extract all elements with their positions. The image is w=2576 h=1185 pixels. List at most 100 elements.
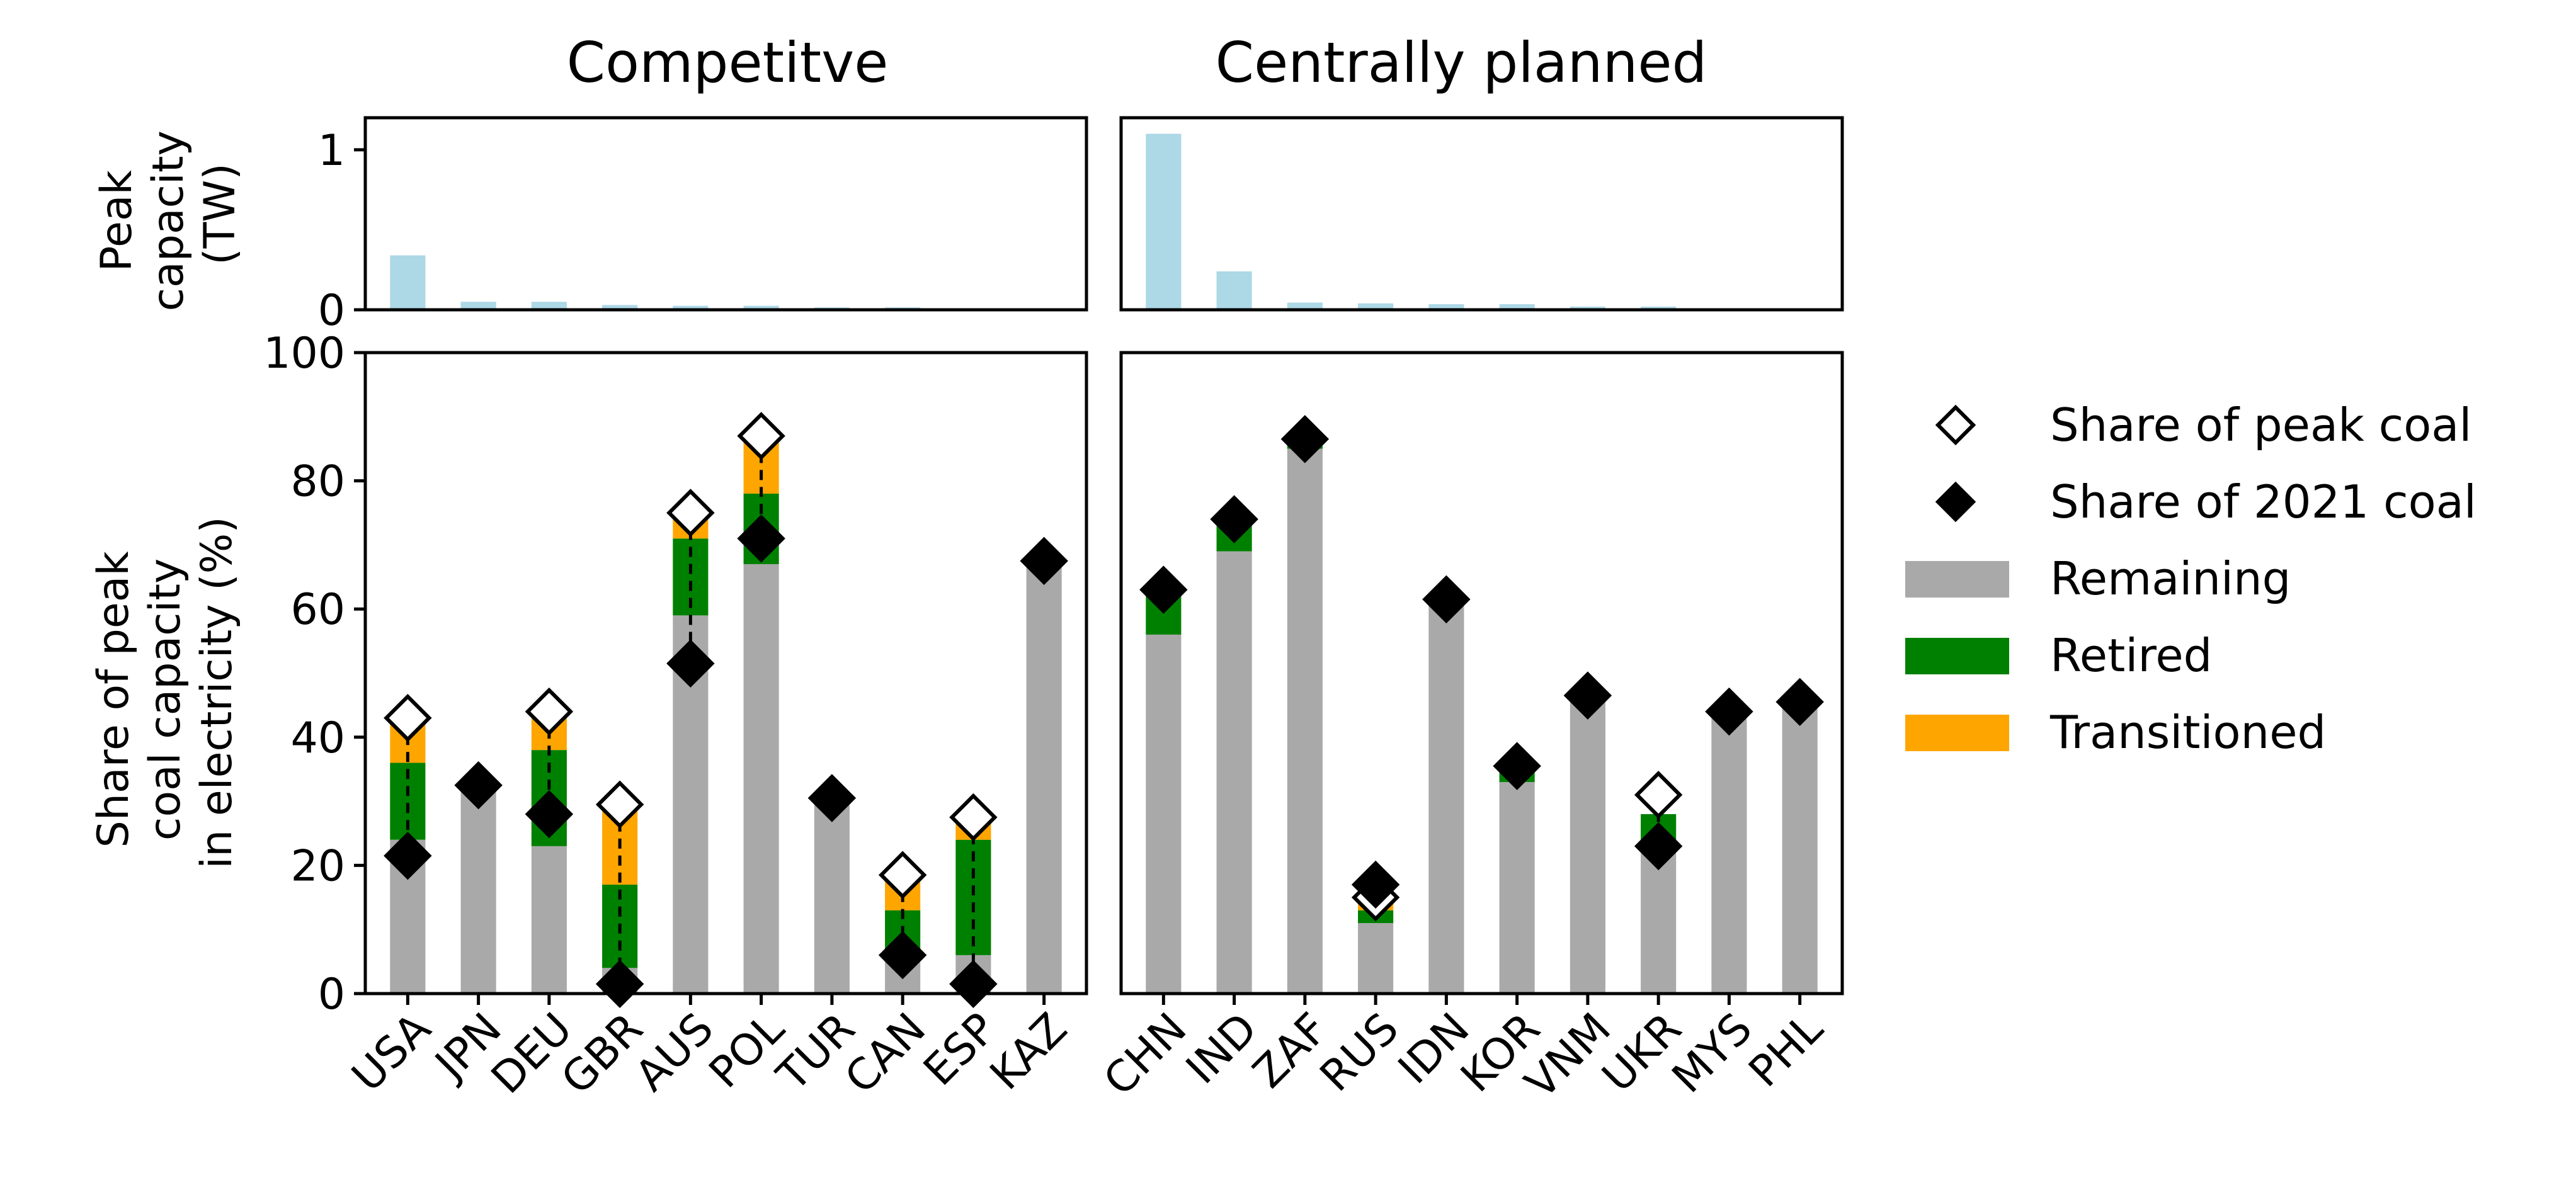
top-panel-frame-0 — [363, 116, 1088, 312]
legend-marker-share-of-peak-coal — [1935, 404, 1976, 446]
panel-title-competitive: Competitve — [567, 30, 889, 95]
bar-remaining-jpn — [460, 788, 496, 994]
bar-remaining-pol — [743, 564, 779, 994]
bar-remaining-chn — [1146, 634, 1182, 994]
xtick-label-tur: TUR — [767, 1004, 865, 1101]
bottom-panel-frame-3 — [1119, 351, 1844, 995]
peak-share-marker-esp — [949, 793, 998, 842]
legend-label-remaining: Remaining — [2050, 552, 2291, 605]
peak-capacity-bar-deu — [531, 302, 567, 310]
xtick-label-usa: USA — [343, 1004, 440, 1101]
share-2021-marker-zaf — [1280, 415, 1330, 463]
share-2021-marker-vnm — [1563, 671, 1612, 720]
peak-share-marker-aus — [666, 489, 715, 537]
share-2021-marker-kor — [1493, 742, 1541, 790]
peak-capacity-bar-rus — [1358, 303, 1394, 310]
share-2021-marker-pol — [737, 514, 785, 563]
legend: Share of peak coal Share of 2021 coal Rema… — [1905, 399, 2476, 759]
peak-capacity-bar-chn — [1146, 133, 1182, 310]
bottom-ytick-label: 100 — [263, 329, 345, 378]
peak-share-marker-usa — [384, 694, 432, 742]
share-2021-marker-ind — [1210, 495, 1258, 543]
share-2021-marker-aus — [666, 639, 715, 688]
peak-capacity-bar-aus — [673, 305, 709, 310]
xtick-label-kaz: KAZ — [981, 1004, 1076, 1099]
bar-remaining-deu — [531, 846, 567, 994]
peak-share-marker-pol — [737, 412, 785, 460]
bar-remaining-tur — [814, 801, 850, 994]
bar-remaining-ind — [1216, 551, 1252, 994]
peak-capacity-bar-zaf — [1287, 302, 1323, 310]
bar-remaining-idn — [1428, 603, 1464, 994]
top-ylabel-line-3: (TW) — [195, 163, 245, 265]
share-2021-marker-usa — [384, 831, 432, 880]
legend-label-retired: Retired — [2050, 629, 2212, 682]
peak-capacity-bar-pol — [743, 305, 779, 310]
bar-remaining-kaz — [1026, 564, 1062, 994]
legend-label-share-of-2021-coal: Share of 2021 coal — [2050, 475, 2476, 528]
top-panel-frame-1 — [1119, 116, 1844, 312]
legend-marker-share-of-2021-coal — [1935, 481, 1976, 523]
legend-label-share-of-peak-coal: Share of peak coal — [2050, 399, 2471, 451]
xtick-label-ukr: UKR — [1593, 1004, 1691, 1102]
legend-swatch-remaining — [1905, 561, 2009, 598]
top-ylabel-line-2: capacity — [144, 130, 193, 311]
share-2021-marker-phl — [1775, 678, 1824, 727]
legend-swatch-retired — [1905, 638, 2009, 674]
share-2021-marker-ukr — [1634, 822, 1683, 871]
bottom-ylabel-line-3: in electricity (%) — [192, 516, 242, 869]
xtick-label-ind: IND — [1177, 1004, 1267, 1094]
top-ytick-label: 1 — [318, 126, 345, 176]
top-ytick-label: 0 — [318, 286, 345, 336]
peak-capacity-bar-jpn — [460, 302, 496, 310]
peak-capacity-bar-vnm — [1570, 306, 1605, 310]
bottom-ytick-label: 60 — [290, 585, 345, 635]
xtick-label-esp: ESP — [915, 1004, 1006, 1096]
bottom-ytick-label: 80 — [290, 457, 345, 507]
bottom-ytick-label: 0 — [318, 970, 345, 1019]
bottom-ylabel: Share of peak coal capacity in electrici… — [89, 516, 242, 869]
xtick-label-pol: POL — [700, 1004, 794, 1098]
share-2021-marker-jpn — [454, 761, 503, 810]
peak-capacity-bar-kor — [1499, 304, 1535, 310]
top-ylabel: Peak capacity (TW) — [92, 117, 245, 312]
bar-remaining-phl — [1782, 705, 1818, 994]
share-2021-marker-chn — [1139, 565, 1188, 614]
share-2021-marker-rus — [1351, 860, 1400, 909]
peak-capacity-bar-gbr — [602, 305, 638, 310]
peak-capacity-bar-ind — [1216, 271, 1252, 310]
bottom-ytick-label: 20 — [290, 841, 345, 891]
share-2021-marker-deu — [525, 790, 574, 839]
bottom-ylabel-line-1: Share of peak — [89, 551, 139, 848]
bar-remaining-kor — [1499, 782, 1535, 994]
legend-swatch-transitioned — [1905, 715, 2009, 751]
share-2021-marker-mys — [1705, 687, 1753, 736]
peak-share-marker-gbr — [595, 780, 644, 829]
peak-share-marker-deu — [525, 687, 574, 736]
xtick-label-aus: AUS — [626, 1004, 723, 1101]
share-2021-marker-idn — [1422, 575, 1471, 624]
peak-capacity-bar-idn — [1428, 304, 1464, 310]
peak-share-marker-ukr — [1634, 771, 1683, 819]
xtick-label-phl: PHL — [1740, 1004, 1833, 1097]
bottom-ylabel-line-2: coal capacity — [140, 558, 190, 841]
xtick-label-rus: RUS — [1311, 1004, 1408, 1101]
bar-remaining-zaf — [1287, 448, 1323, 994]
bottom-panel-frame-2 — [363, 351, 1088, 995]
xtick-label-zaf: ZAF — [1244, 1004, 1338, 1097]
bar-remaining-mys — [1711, 718, 1747, 994]
peak-capacity-bar-ukr — [1641, 306, 1677, 310]
share-2021-marker-kaz — [1020, 536, 1068, 586]
peak-share-marker-can — [878, 851, 927, 899]
bar-remaining-vnm — [1570, 698, 1605, 994]
panel-title-centrally-planned: Centrally planned — [1216, 30, 1707, 95]
top-ylabel-line-1: Peak — [92, 169, 142, 271]
bottom-ytick-label: 40 — [290, 713, 345, 763]
share-2021-marker-tur — [807, 774, 857, 822]
peak-capacity-bar-usa — [390, 255, 426, 310]
bar-remaining-rus — [1358, 923, 1394, 994]
chart-panels: 01020406080100USAJPNDEUGBRAUSPOLTURCANES… — [263, 116, 1844, 1108]
share-2021-marker-can — [878, 931, 927, 980]
legend-label-transitioned: Transitioned — [2049, 706, 2326, 759]
